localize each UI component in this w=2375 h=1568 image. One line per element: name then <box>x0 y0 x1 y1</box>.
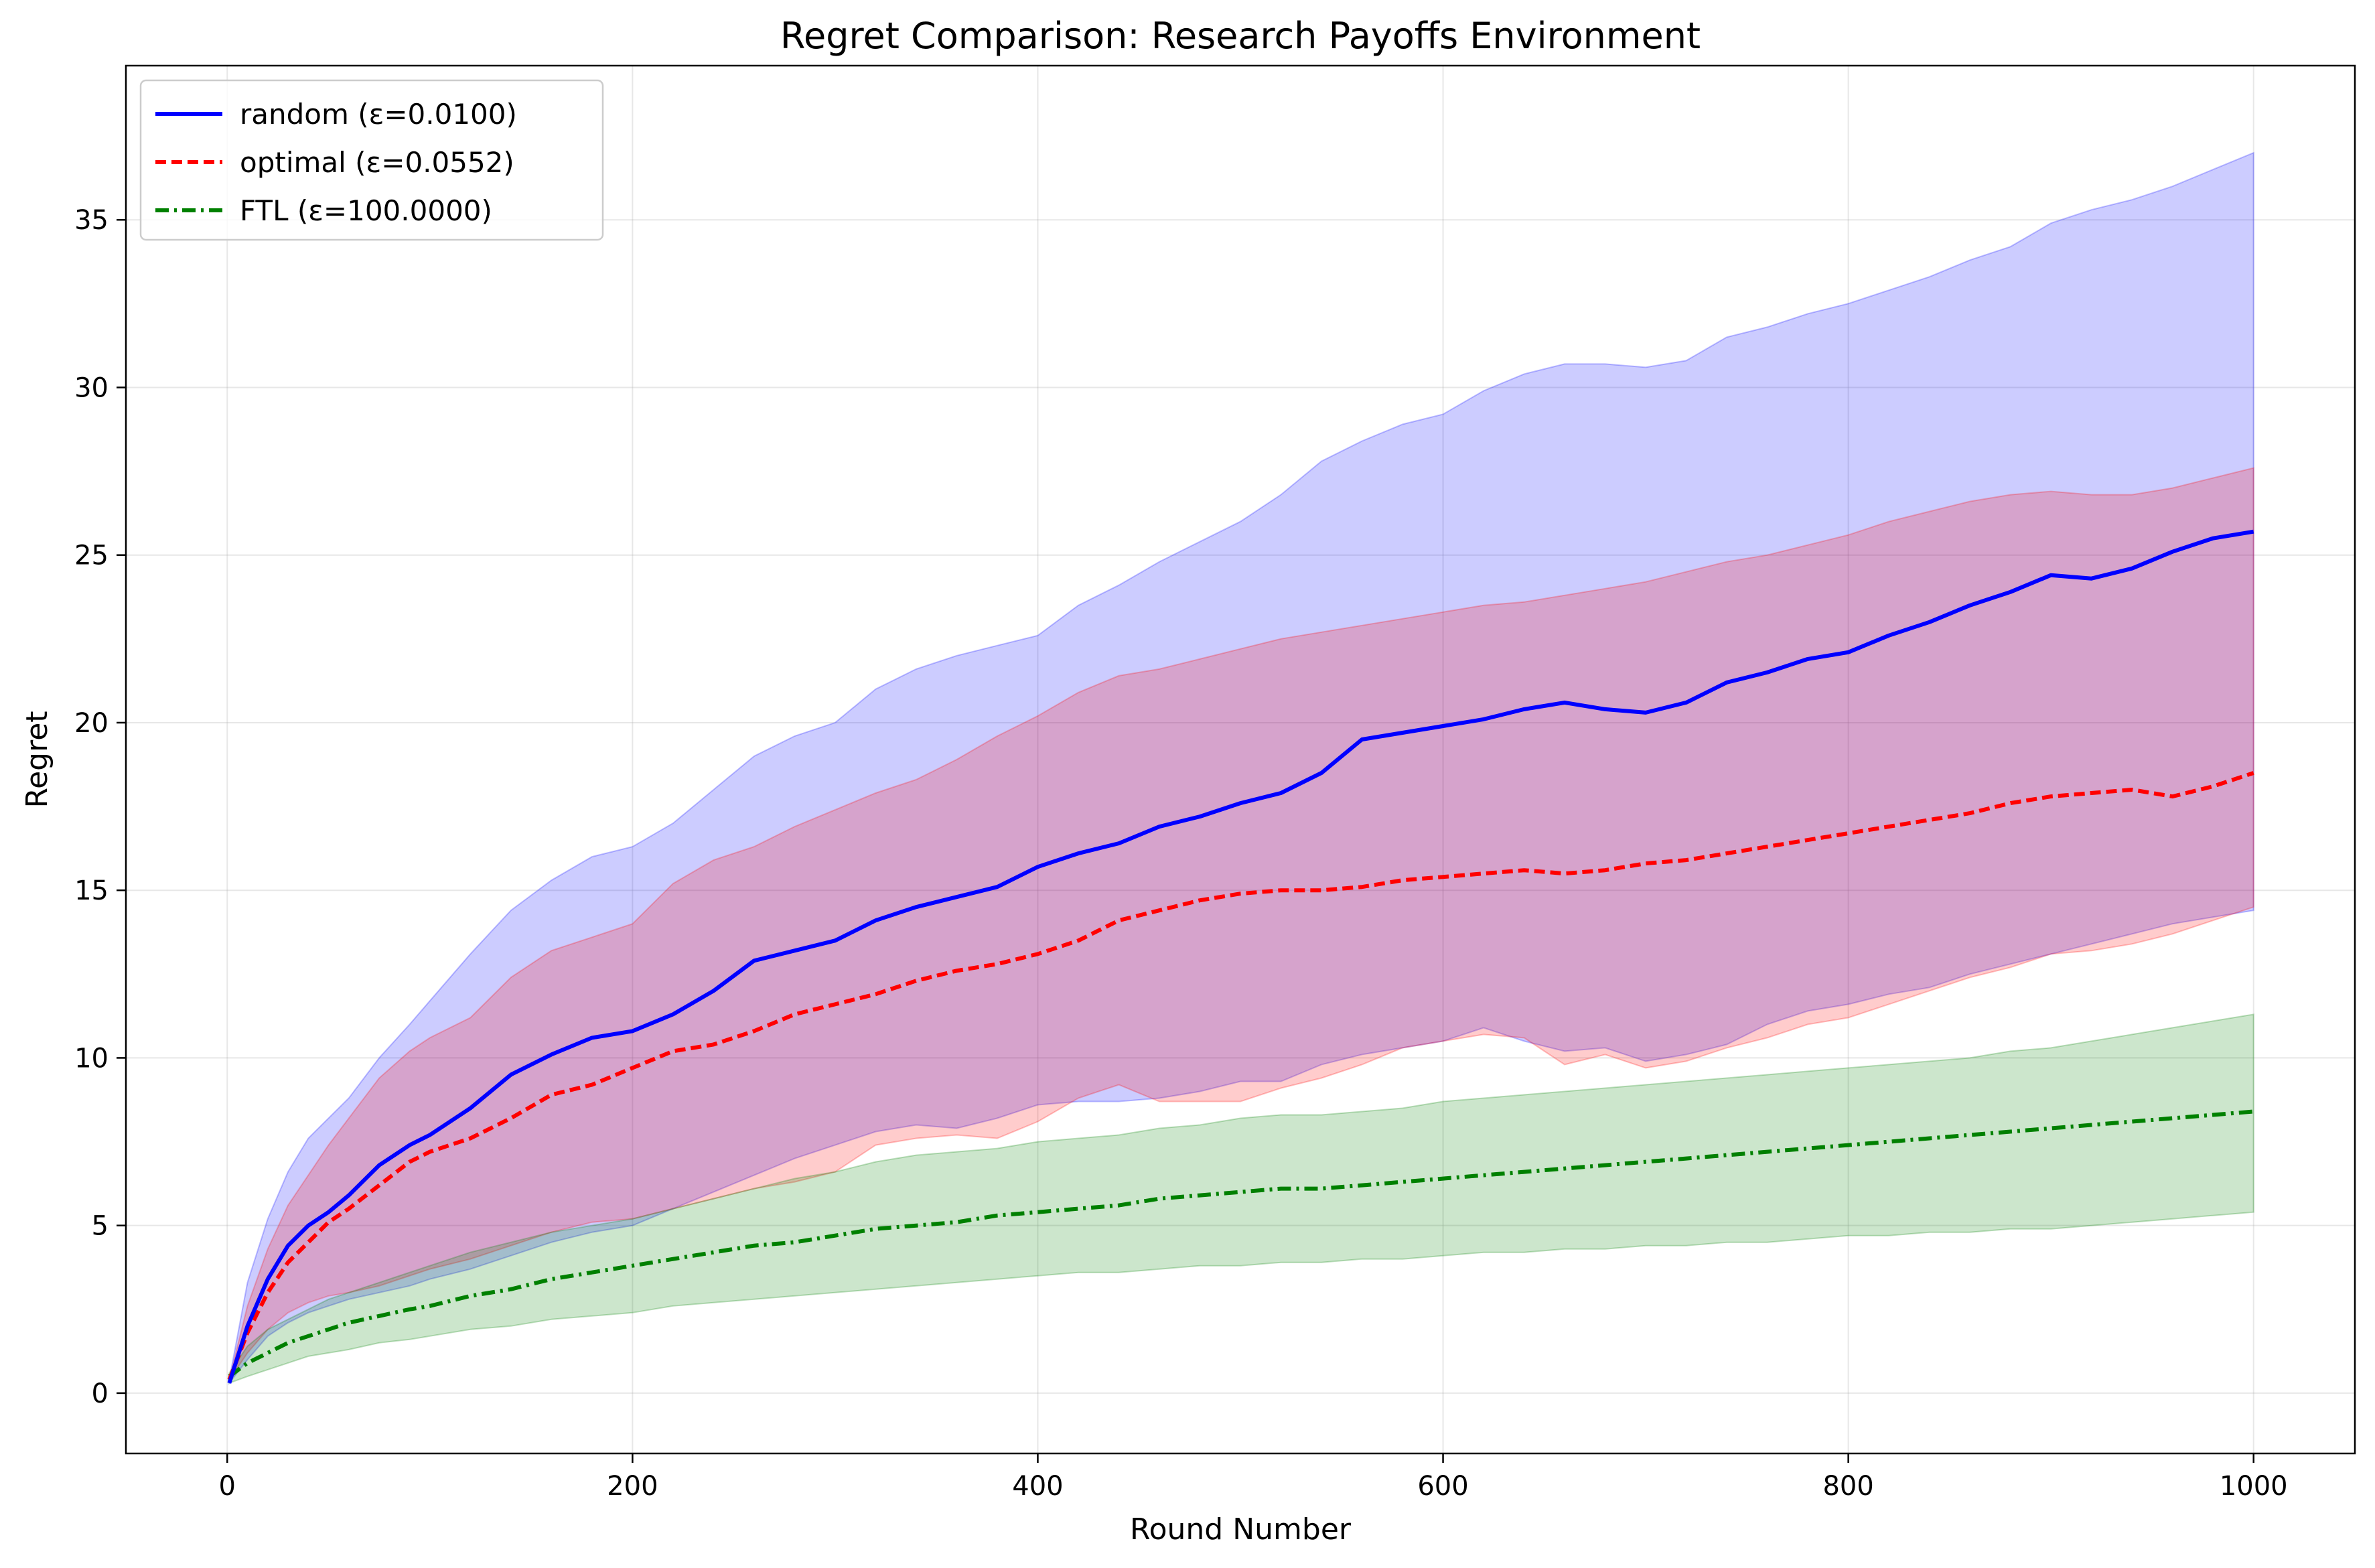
legend-box <box>139 79 604 241</box>
series-line-0 <box>227 529 2254 1384</box>
axis-ticks: 0 200 400 600 800 1000 0 5 10 15 20 25 30 35 <box>74 205 2288 1502</box>
y-axis-label: Regret <box>20 711 54 808</box>
series-band-2 <box>228 1013 2254 1384</box>
x-tick-label: 0 <box>219 1471 236 1502</box>
series-lines <box>227 529 2254 1384</box>
x-tick-label: 1000 <box>2220 1471 2288 1502</box>
y-tick-label: 25 <box>74 541 109 571</box>
legend-label-1: optimal (ε=0.0552) <box>240 146 514 179</box>
series-band-0 <box>228 151 2254 1385</box>
y-tick-label: 35 <box>74 205 109 236</box>
y-tick-label: 20 <box>74 708 109 739</box>
y-tick-label: 10 <box>74 1043 109 1074</box>
x-tick-label: 400 <box>1012 1471 1063 1502</box>
x-tick-label: 800 <box>1822 1471 1873 1502</box>
x-tick-label: 200 <box>607 1471 658 1502</box>
confidence-bands <box>228 151 2254 1385</box>
series-band-1 <box>228 467 2254 1380</box>
y-tick-label: 30 <box>74 372 109 403</box>
x-tick-label: 600 <box>1417 1471 1468 1502</box>
legend: random (ε=0.0100) optimal (ε=0.0552) FTL (… <box>139 79 604 241</box>
y-tick-label: 5 <box>92 1211 109 1242</box>
plot-frame <box>125 64 2356 1455</box>
legend-label-0: random (ε=0.0100) <box>240 98 517 131</box>
legend-label-2: FTL (ε=100.0000) <box>240 194 492 227</box>
y-tick-label: 0 <box>92 1378 109 1409</box>
chart-title: Regret Comparison: Research Payoffs Envi… <box>780 15 1701 57</box>
series-line-2 <box>228 1109 2254 1378</box>
y-tick-label: 15 <box>74 875 109 906</box>
x-axis-label: Round Number <box>1130 1512 1352 1547</box>
grid <box>126 66 2355 1453</box>
series-line-1 <box>227 771 2254 1380</box>
